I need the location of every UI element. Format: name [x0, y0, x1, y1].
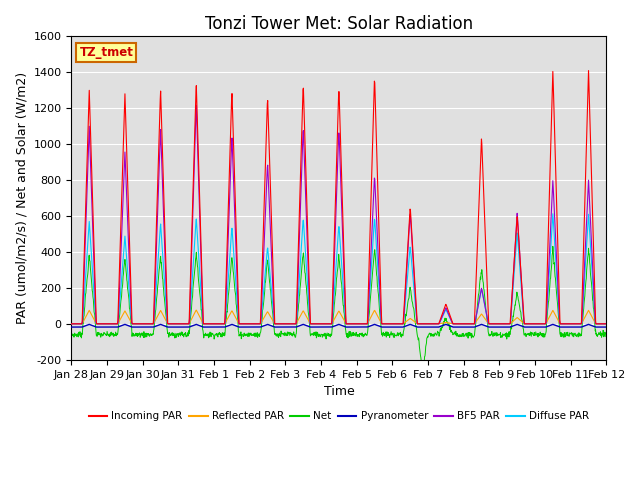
Text: TZ_tmet: TZ_tmet: [79, 46, 133, 59]
Title: Tonzi Tower Met: Solar Radiation: Tonzi Tower Met: Solar Radiation: [205, 15, 473, 33]
X-axis label: Time: Time: [323, 385, 355, 398]
Legend: Incoming PAR, Reflected PAR, Net, Pyranometer, BF5 PAR, Diffuse PAR: Incoming PAR, Reflected PAR, Net, Pyrano…: [84, 407, 593, 425]
Y-axis label: PAR (umol/m2/s) / Net and Solar (W/m2): PAR (umol/m2/s) / Net and Solar (W/m2): [15, 72, 28, 324]
